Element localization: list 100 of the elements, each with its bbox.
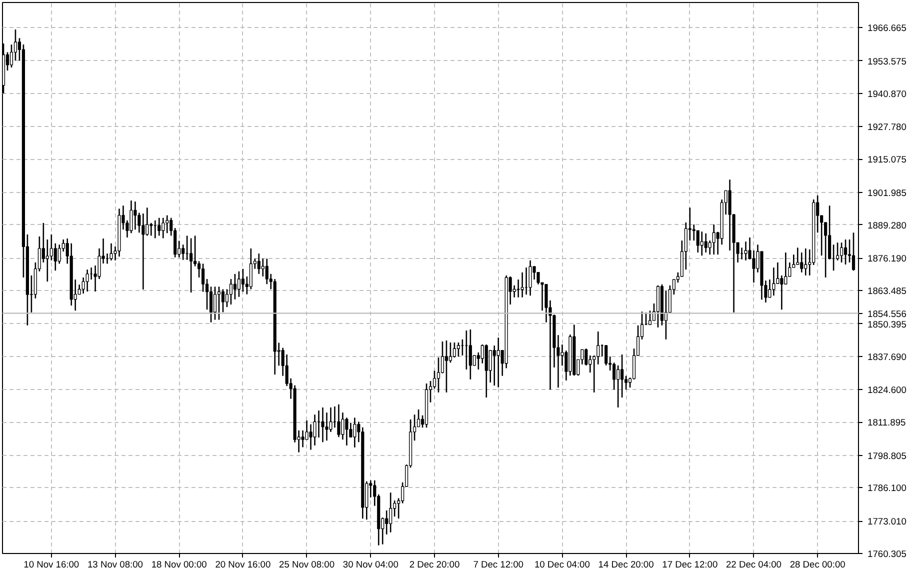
candlestick bbox=[620, 354, 624, 398]
y-tick-label: 1863.485 bbox=[868, 286, 906, 296]
candlestick bbox=[58, 244, 61, 264]
candlestick bbox=[468, 328, 472, 380]
candlestick bbox=[46, 238, 49, 282]
candlestick bbox=[265, 258, 268, 285]
candlestick bbox=[182, 244, 185, 261]
candlestick bbox=[796, 247, 800, 266]
candlestick bbox=[217, 286, 221, 320]
candlestick bbox=[110, 242, 113, 262]
y-tick-label: 1966.665 bbox=[868, 23, 906, 34]
candlestick bbox=[166, 214, 169, 234]
candlestick bbox=[432, 370, 436, 390]
candlestick bbox=[528, 260, 532, 296]
candlestick bbox=[648, 310, 652, 326]
candlestick bbox=[321, 406, 324, 443]
candlestick bbox=[780, 274, 784, 310]
candlestick bbox=[692, 224, 696, 242]
x-tick-label: 30 Nov 04:00 bbox=[342, 560, 398, 570]
candlestick bbox=[233, 273, 237, 300]
y-tick-label: 1786.100 bbox=[868, 483, 906, 494]
candlestick bbox=[162, 217, 165, 239]
y-tick-label: 1953.575 bbox=[868, 56, 906, 66]
x-tick-label: 17 Dec 12:00 bbox=[662, 560, 718, 570]
x-tick-label: 28 Dec 00:00 bbox=[790, 560, 846, 570]
candlestick bbox=[772, 266, 776, 296]
candlestick bbox=[744, 240, 748, 262]
candlestick bbox=[194, 235, 197, 267]
x-tick-label: 22 Dec 04:00 bbox=[726, 560, 782, 570]
candlestick bbox=[444, 340, 448, 394]
y-tick-label: 1915.075 bbox=[868, 154, 906, 165]
candlestick bbox=[836, 242, 840, 262]
y-tick-label: 1889.280 bbox=[868, 220, 906, 230]
y-tick-label: 1876.190 bbox=[868, 254, 906, 264]
candlestick bbox=[50, 234, 53, 262]
candlestick bbox=[241, 268, 244, 292]
candlestick bbox=[10, 44, 14, 68]
candlestick bbox=[492, 344, 496, 386]
y-tick-label: 1824.600 bbox=[868, 385, 906, 396]
x-tick-label: 10 Nov 16:00 bbox=[24, 560, 80, 570]
x-tick-label: 20 Nov 16:00 bbox=[215, 560, 271, 570]
candlestick bbox=[700, 230, 704, 256]
candlestick bbox=[612, 362, 616, 390]
candlestick bbox=[221, 288, 225, 313]
candlestick bbox=[604, 344, 608, 366]
y-tick-label: 1798.805 bbox=[868, 450, 906, 461]
candlestick bbox=[828, 204, 832, 260]
candlestick bbox=[158, 217, 161, 236]
y-tick-label: 1901.985 bbox=[868, 188, 906, 198]
y-tick-label: 1850.395 bbox=[868, 319, 906, 330]
candlestick bbox=[201, 263, 205, 292]
candlestick bbox=[840, 242, 844, 264]
x-tick-label: 2 Dec 20:00 bbox=[409, 560, 460, 570]
candlestick bbox=[520, 272, 524, 298]
candlestick bbox=[456, 342, 460, 358]
candlestick bbox=[257, 252, 260, 275]
x-tick-label: 25 Nov 08:00 bbox=[279, 560, 335, 570]
candlestick bbox=[130, 200, 133, 234]
candlestick bbox=[313, 414, 316, 446]
candlestick bbox=[150, 222, 153, 236]
x-tick-label: 13 Nov 08:00 bbox=[87, 560, 143, 570]
candlestick bbox=[712, 224, 716, 256]
candlestick bbox=[704, 232, 708, 254]
candlestick bbox=[213, 286, 217, 320]
candlestick bbox=[728, 178, 732, 252]
candlestick bbox=[309, 424, 312, 450]
candlestick bbox=[237, 270, 240, 298]
candlestick bbox=[496, 336, 500, 388]
candlestick bbox=[345, 417, 348, 446]
y-tick-label: 1773.010 bbox=[868, 516, 906, 527]
candlestick bbox=[436, 356, 440, 394]
candlestick bbox=[844, 238, 848, 266]
candlestick bbox=[385, 510, 388, 536]
candlestick bbox=[804, 248, 808, 276]
x-tick-label: 18 Nov 00:00 bbox=[151, 560, 207, 570]
candlestick bbox=[337, 404, 340, 438]
x-tick-label: 14 Dec 20:00 bbox=[598, 560, 654, 570]
y-tick-label: 1940.870 bbox=[868, 88, 906, 99]
candlestick bbox=[852, 232, 856, 272]
candlestick bbox=[800, 252, 804, 274]
candlestick bbox=[353, 417, 356, 448]
candlestick bbox=[14, 28, 18, 62]
y-tick-label: 1927.780 bbox=[868, 122, 906, 132]
ref-line-label: 1854.556 bbox=[868, 308, 906, 319]
candlestick bbox=[190, 238, 193, 294]
y-tick-label: 1811.895 bbox=[868, 418, 906, 428]
y-tick-label: 1760.305 bbox=[868, 548, 906, 559]
candlestick bbox=[584, 348, 588, 366]
candlestick bbox=[54, 242, 57, 272]
candlestick bbox=[516, 278, 520, 298]
candlestick bbox=[134, 200, 137, 230]
candlestick bbox=[448, 342, 452, 364]
candlestick bbox=[209, 286, 213, 323]
candlestick bbox=[229, 278, 233, 306]
x-tick-label: 7 Dec 12:00 bbox=[473, 560, 524, 570]
x-tick-label: 10 Dec 04:00 bbox=[534, 560, 590, 570]
candlestick bbox=[452, 342, 456, 358]
candlestick bbox=[616, 364, 620, 408]
candlestick bbox=[261, 258, 264, 278]
candlestick bbox=[325, 412, 328, 442]
